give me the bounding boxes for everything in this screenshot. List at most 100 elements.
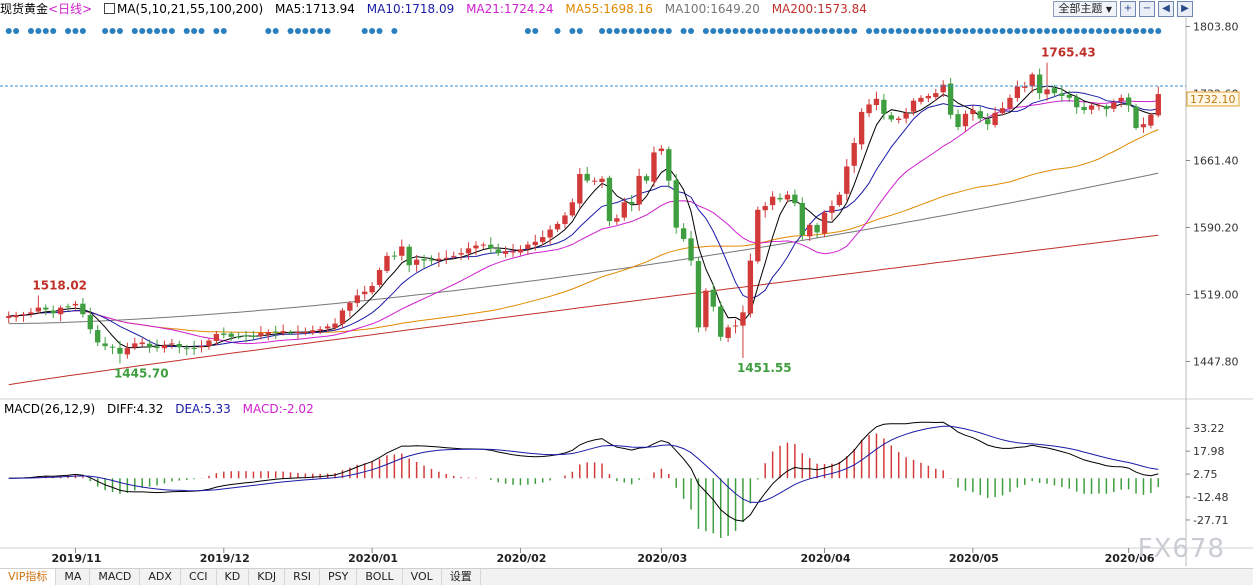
tab-10[interactable]: VOL — [403, 569, 442, 585]
macd-dea: DEA:5.33 — [175, 402, 231, 416]
candle-body — [146, 343, 153, 348]
macd-params: MACD(26,12,9) — [4, 402, 96, 416]
event-dot — [72, 28, 79, 34]
event-dot — [79, 28, 86, 34]
candle-body — [465, 248, 472, 254]
candle-body — [339, 310, 346, 324]
event-dot — [910, 28, 917, 34]
candle-body — [258, 333, 264, 336]
event-dot — [836, 28, 843, 34]
candle-body — [28, 312, 34, 314]
candle-body — [658, 148, 665, 152]
event-dot — [109, 28, 116, 34]
candle-body — [406, 246, 412, 266]
candle-body — [369, 285, 375, 293]
event-dot — [814, 28, 821, 34]
candle-body — [213, 333, 220, 341]
candle-body — [421, 259, 427, 261]
candle-body — [50, 310, 56, 314]
candle-body — [925, 95, 932, 99]
event-dot — [309, 28, 316, 34]
event-dot — [895, 28, 902, 34]
candle-body — [910, 100, 917, 112]
candle-body — [1096, 105, 1102, 107]
tab-8[interactable]: PSY — [320, 569, 358, 585]
event-dot — [925, 28, 932, 34]
event-dot — [13, 28, 20, 34]
event-dot — [139, 28, 146, 34]
candle-body — [169, 343, 175, 345]
time-tick-label: 2020/05 — [949, 552, 999, 565]
candle-body — [525, 244, 531, 249]
event-dot — [613, 28, 620, 34]
event-dot — [754, 28, 761, 34]
candle-body — [903, 112, 909, 119]
scroll-left-icon[interactable]: ◀ — [1158, 1, 1174, 17]
ma-settings-icon[interactable] — [103, 3, 115, 14]
candle-body — [1118, 97, 1124, 102]
candle-body — [43, 307, 49, 310]
price-annotations: 1518.02 1445.70 1451.55 1765.43 — [32, 46, 1095, 381]
candle-body — [636, 175, 642, 205]
event-dot — [317, 28, 324, 34]
event-dot — [932, 28, 939, 34]
candle-body — [280, 331, 286, 333]
chevron-down-icon: ▼ — [1105, 5, 1112, 14]
moving-average-lines — [8, 85, 1159, 386]
tab-11[interactable]: 设置 — [442, 569, 481, 585]
candle-body — [621, 202, 627, 218]
candle-body — [72, 303, 79, 306]
event-dot — [198, 28, 205, 34]
candle-body — [1148, 114, 1154, 126]
candle-body — [80, 303, 86, 315]
event-dot — [369, 28, 376, 34]
tab-1[interactable]: MA — [56, 569, 91, 585]
tab-7[interactable]: RSI — [285, 569, 321, 585]
candle-body — [517, 249, 524, 253]
event-dot — [643, 28, 650, 34]
tab-4[interactable]: CCI — [181, 569, 217, 585]
event-dot — [5, 28, 12, 34]
event-dot — [1029, 28, 1036, 34]
event-dot — [717, 28, 724, 34]
event-dot — [791, 28, 798, 34]
theme-select[interactable]: 全部主题 ▼ — [1053, 1, 1117, 17]
candle-body — [488, 244, 494, 249]
candle-body — [250, 335, 257, 337]
event-dot — [1133, 28, 1140, 34]
candle-body — [1125, 97, 1132, 106]
event-dot — [650, 28, 657, 34]
annotation-1765.43: 1765.43 — [1041, 46, 1096, 60]
scroll-right-icon[interactable]: ▶ — [1177, 1, 1193, 17]
event-dot — [1088, 28, 1095, 34]
tab-6[interactable]: KDJ — [249, 569, 286, 585]
zoom-out-icon[interactable]: − — [1139, 1, 1155, 17]
tab-5[interactable]: KD — [217, 569, 250, 585]
tab-2[interactable]: MACD — [90, 569, 141, 585]
event-dot — [999, 28, 1006, 34]
candle-body — [858, 111, 865, 145]
event-dot — [27, 28, 34, 34]
event-dot — [1066, 28, 1073, 34]
event-dot — [1103, 28, 1110, 34]
period-label[interactable]: <日线> — [48, 2, 93, 16]
candle-body — [154, 346, 160, 349]
candle-body — [391, 255, 398, 257]
candle-body — [962, 113, 969, 127]
tab-3[interactable]: ADX — [140, 569, 181, 585]
event-dot — [917, 28, 924, 34]
candle-body — [688, 238, 694, 261]
event-dot — [42, 28, 49, 34]
time-tick-label: 2020/02 — [496, 552, 546, 565]
candle-body — [807, 224, 813, 237]
candle-body — [933, 93, 939, 98]
candle-body — [629, 201, 635, 205]
event-dot — [1110, 28, 1117, 34]
candle-body — [584, 173, 590, 181]
tab-9[interactable]: BOLL — [357, 569, 403, 585]
zoom-in-icon[interactable]: + — [1120, 1, 1136, 17]
candle-body — [673, 180, 679, 228]
tab-0[interactable]: VIP指标 — [0, 569, 57, 585]
event-dot — [272, 28, 279, 34]
